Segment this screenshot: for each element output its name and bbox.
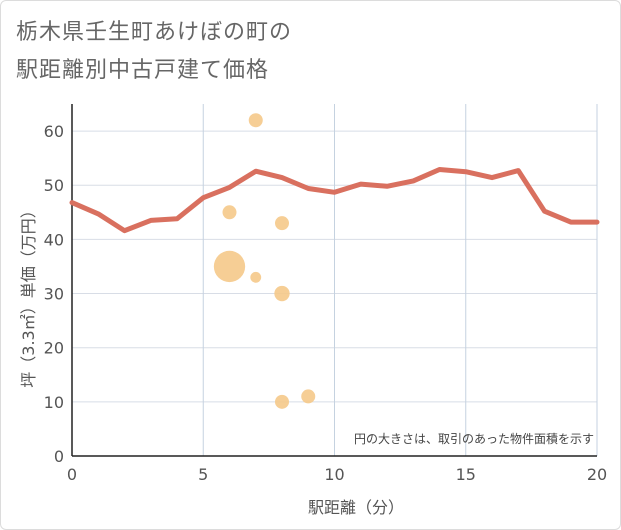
size-note: 円の大きさは、取引のあった物件面積を示す xyxy=(354,431,594,446)
y-tick-label: 50 xyxy=(44,176,64,195)
y-tick-label: 10 xyxy=(44,393,64,412)
bubble-point xyxy=(213,250,246,283)
average-price-line xyxy=(69,167,600,234)
bubble-point xyxy=(301,389,316,404)
bubble-layer xyxy=(213,113,316,409)
x-tick-label: 10 xyxy=(324,465,344,484)
bubble-point xyxy=(275,394,289,409)
x-axis-label: 駅距離（分） xyxy=(308,498,404,517)
y-tick-label: 20 xyxy=(44,339,64,358)
y-tick-label: 60 xyxy=(44,122,64,141)
chart-title-line1: 栃木県壬生町あけぼの町の xyxy=(16,20,293,45)
x-tick-labels: 0 5 10 15 20 xyxy=(67,465,607,484)
chart-title-line2: 駅距離別中古戸建て価格 xyxy=(16,58,270,83)
y-axis-label: 坪（3.3㎡）単価（万円） xyxy=(19,202,38,387)
bubble-point xyxy=(274,285,290,302)
bubble-point xyxy=(248,113,263,128)
bubble-point xyxy=(275,216,289,231)
x-tick-label: 15 xyxy=(456,465,476,484)
bubble-point xyxy=(222,205,237,220)
bubble-point xyxy=(250,271,262,283)
y-tick-label: 40 xyxy=(44,230,64,249)
x-tick-label: 5 xyxy=(198,465,208,484)
chart-title: 栃木県壬生町あけぼの町の 駅距離別中古戸建て価格 xyxy=(16,14,536,90)
y-tick-label: 30 xyxy=(44,285,64,304)
grid-lines xyxy=(71,104,598,457)
y-tick-labels: 0 10 20 30 40 50 60 xyxy=(44,122,64,466)
y-tick-label: 0 xyxy=(54,447,64,466)
x-tick-label: 20 xyxy=(587,465,607,484)
x-tick-label: 0 xyxy=(67,465,77,484)
